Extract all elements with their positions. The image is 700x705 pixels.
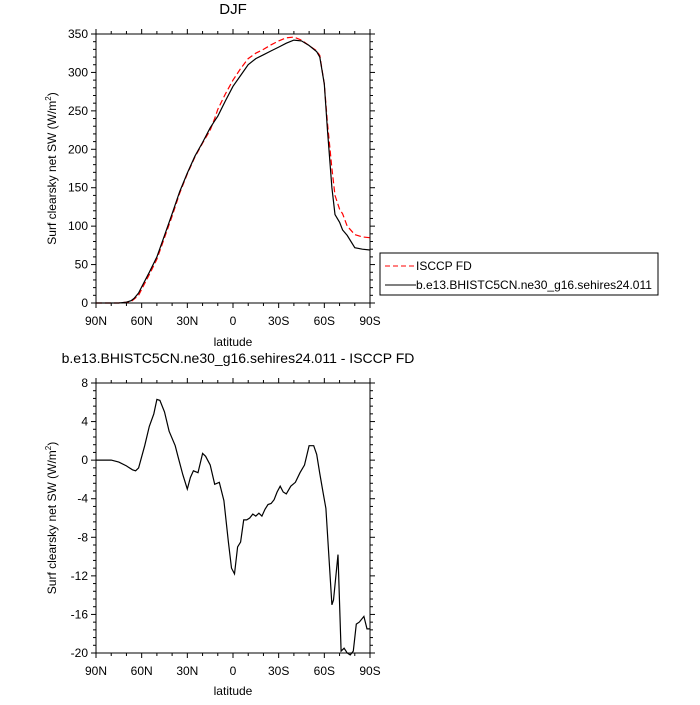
top-chart-title: DJF xyxy=(219,1,247,18)
bottom-x-tick-label: 30N xyxy=(176,664,198,678)
top-x-tick-label: 30S xyxy=(268,314,289,328)
top-x-tick-label: 60S xyxy=(314,314,335,328)
top-y-tick-label: 250 xyxy=(68,104,88,118)
legend-box xyxy=(379,252,659,296)
top-y-tick-label: 150 xyxy=(68,181,88,195)
bottom-y-tick-label: -20 xyxy=(71,646,89,660)
top-x-tick-label: 60N xyxy=(131,314,153,328)
bottom-x-tick-label: 60S xyxy=(314,664,335,678)
top-y-label-text: Surf clearsky net SW (W/m2) xyxy=(44,92,59,244)
top-chart-x-axis-label: latitude xyxy=(214,335,253,349)
top-series-line-0 xyxy=(96,36,371,304)
bottom-y-label-text: Surf clearsky net SW (W/m2) xyxy=(44,442,59,594)
top-x-tick-label: 0 xyxy=(230,314,237,328)
bottom-chart-title: b.e13.BHISTC5CN.ne30_g16.sehires24.011 -… xyxy=(62,350,415,366)
bottom-y-tick-label: 8 xyxy=(81,376,88,390)
top-y-tick-label: 200 xyxy=(68,142,88,156)
top-x-tick-label: 30N xyxy=(176,314,198,328)
bottom-chart-frame xyxy=(95,382,371,654)
bottom-y-tick-label: 0 xyxy=(81,453,88,467)
bottom-x-tick-label: 0 xyxy=(230,664,237,678)
top-x-tick-label: 90S xyxy=(359,314,380,328)
bottom-chart-plot: 90N 60N 30N 0 30S 60S 90S 8 4 0 -4 -8 -12 -16 -20 xyxy=(71,376,381,678)
top-x-tick-label: 90N xyxy=(85,314,107,328)
bottom-x-tick-label: 90S xyxy=(359,664,380,678)
bottom-y-tick-label: 4 xyxy=(81,415,88,429)
top-series-line-1 xyxy=(96,39,371,304)
top-chart-frame xyxy=(95,33,371,304)
top-y-tick-label: 350 xyxy=(68,27,88,41)
bottom-x-tick-label: 30S xyxy=(268,664,289,678)
bottom-chart-y-axis-label: Surf clearsky net SW (W/m2) xyxy=(44,442,59,594)
top-y-tick-label: 50 xyxy=(75,258,89,272)
bottom-x-tick-label: 90N xyxy=(85,664,107,678)
bottom-y-tick-label: -16 xyxy=(71,607,89,621)
bottom-y-tick-label: -4 xyxy=(77,492,88,506)
bottom-y-tick-label: -8 xyxy=(77,530,88,544)
top-y-tick-label: 0 xyxy=(81,296,88,310)
top-y-tick-label: 100 xyxy=(68,219,88,233)
legend-label-isccp: ISCCP FD xyxy=(416,259,472,273)
bottom-series-line-0 xyxy=(96,398,370,656)
legend: ISCCP FD b.e13.BHISTC5CN.ne30_g16.sehire… xyxy=(379,252,659,296)
top-chart-y-axis-label: Surf clearsky net SW (W/m2) xyxy=(44,92,59,244)
bottom-y-tick-label: -12 xyxy=(71,569,89,583)
top-chart-plot: 90N 60N 30N 0 30S 60S 90S 0 50 100 150 200 250 300 350 xyxy=(68,27,381,328)
top-y-tick-label: 300 xyxy=(68,65,88,79)
bottom-chart-x-axis-label: latitude xyxy=(214,684,253,698)
top-chart-panel: DJF 90N 60N 30N 0 30S 60S 90S 0 50 100 150 200 250 30… xyxy=(44,1,381,349)
legend-label-model: b.e13.BHISTC5CN.ne30_g16.sehires24.011 xyxy=(416,278,652,292)
bottom-chart-panel: b.e13.BHISTC5CN.ne30_g16.sehires24.011 -… xyxy=(44,350,414,698)
bottom-x-tick-label: 60N xyxy=(131,664,153,678)
